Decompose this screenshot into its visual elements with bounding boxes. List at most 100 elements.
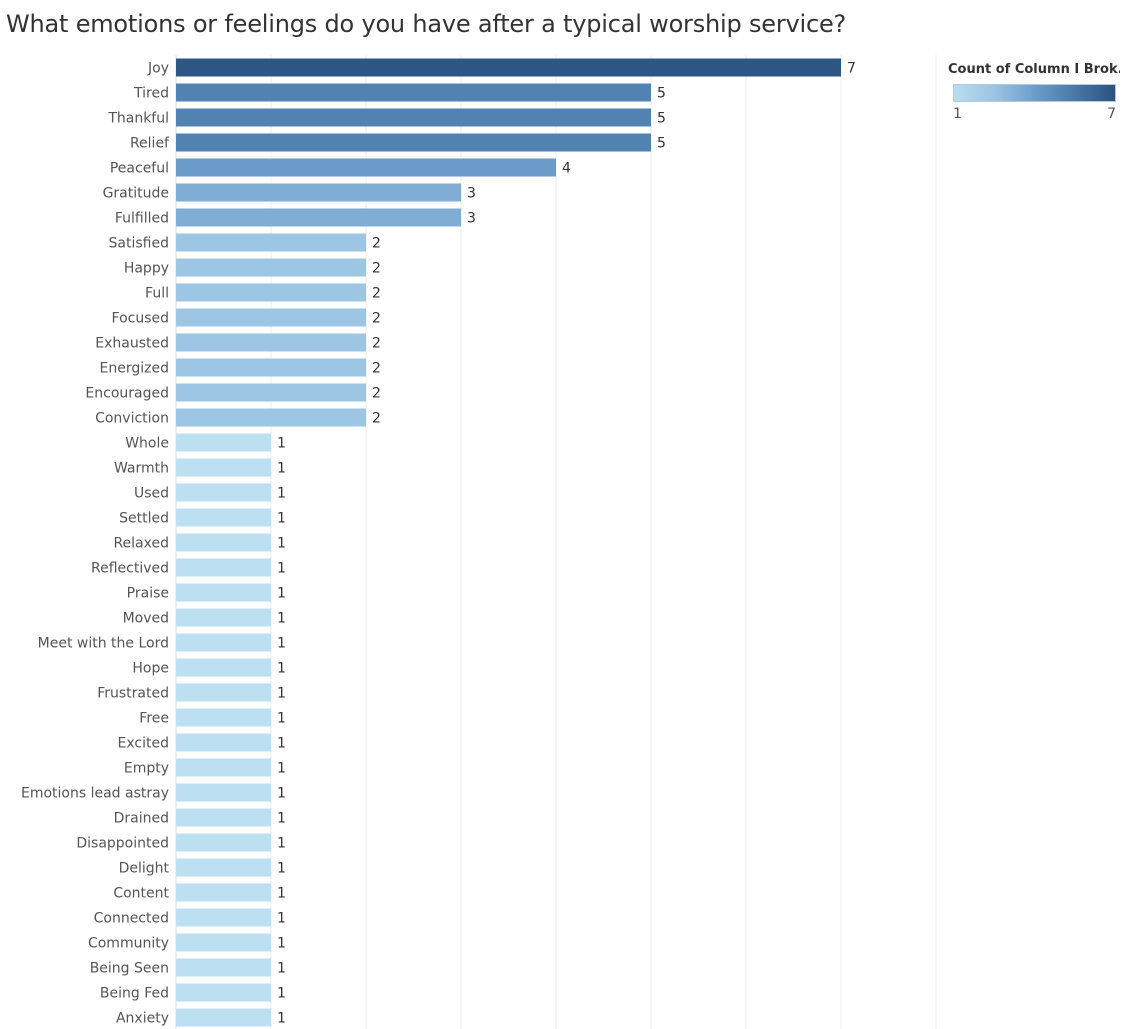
bar-happy[interactable] <box>176 258 366 277</box>
category-label: Fulfilled <box>115 211 169 227</box>
bar-encouraged[interactable] <box>176 383 366 402</box>
category-label: Energized <box>100 361 169 377</box>
bar-joy[interactable] <box>176 58 841 77</box>
category-label: Conviction <box>95 411 169 427</box>
category-label: Delight <box>119 861 170 877</box>
bar-thankful[interactable] <box>176 108 651 127</box>
bar-conviction[interactable] <box>176 408 366 427</box>
bar-hope[interactable] <box>176 658 271 677</box>
bar-tired[interactable] <box>176 83 651 102</box>
bar-disappointed[interactable] <box>176 833 271 852</box>
bar-empty[interactable] <box>176 758 271 777</box>
bar-meet-with-the-lord[interactable] <box>176 633 271 652</box>
bar-being-seen[interactable] <box>176 958 271 977</box>
bar-full[interactable] <box>176 283 366 302</box>
value-label: 1 <box>277 611 286 627</box>
legend-min-label: 1 <box>953 106 962 122</box>
category-label: Exhausted <box>95 336 169 352</box>
value-label: 2 <box>372 261 381 277</box>
value-label: 1 <box>277 561 286 577</box>
category-label: Praise <box>127 586 169 602</box>
category-label: Satisfied <box>109 236 169 252</box>
category-label: Hope <box>132 661 169 677</box>
value-label: 1 <box>277 761 286 777</box>
legend-max-label: 7 <box>1107 106 1116 122</box>
category-label: Excited <box>118 736 169 752</box>
value-label: 1 <box>277 811 286 827</box>
bar-delight[interactable] <box>176 858 271 877</box>
bar-whole[interactable] <box>176 433 271 452</box>
bar-content[interactable] <box>176 883 271 902</box>
bar-anxiety[interactable] <box>176 1008 271 1027</box>
category-label: Settled <box>119 511 169 527</box>
value-label: 2 <box>372 336 381 352</box>
bar-warmth[interactable] <box>176 458 271 477</box>
bar-peaceful[interactable] <box>176 158 556 177</box>
bar-moved[interactable] <box>176 608 271 627</box>
color-legend: Count of Column I Brok.. 1 7 <box>948 62 1120 122</box>
value-label: 1 <box>277 936 286 952</box>
value-label: 2 <box>372 386 381 402</box>
value-label: 1 <box>277 911 286 927</box>
value-label: 5 <box>657 86 666 102</box>
category-label: Gratitude <box>103 186 169 202</box>
bar-chart: Joy 7 Tired 5 Thankful 5 Relief 5 Peaceful 4 Grati… <box>21 55 937 1029</box>
category-label: Community <box>88 936 169 952</box>
bar-satisfied[interactable] <box>176 233 366 252</box>
value-label: 1 <box>277 536 286 552</box>
bar-community[interactable] <box>176 933 271 952</box>
category-label: Free <box>139 711 169 727</box>
category-label: Full <box>145 286 169 302</box>
bar-gratitude[interactable] <box>176 183 461 202</box>
category-label: Content <box>113 886 169 902</box>
bar-reflectived[interactable] <box>176 558 271 577</box>
value-label: 2 <box>372 311 381 327</box>
bar-frustrated[interactable] <box>176 683 271 702</box>
category-label: Drained <box>114 811 169 827</box>
value-label: 1 <box>277 486 286 502</box>
value-label: 5 <box>657 136 666 152</box>
category-label: Peaceful <box>110 161 169 177</box>
category-label: Tired <box>133 86 169 102</box>
value-label: 2 <box>372 286 381 302</box>
category-label: Joy <box>147 61 169 77</box>
bar-praise[interactable] <box>176 583 271 602</box>
bar-focused[interactable] <box>176 308 366 327</box>
category-label: Relief <box>130 136 170 152</box>
category-label: Happy <box>124 261 169 277</box>
value-label: 1 <box>277 1011 286 1027</box>
legend-title: Count of Column I Brok.. <box>948 62 1120 77</box>
bar-used[interactable] <box>176 483 271 502</box>
bar-emotions-lead-astray[interactable] <box>176 783 271 802</box>
bar-free[interactable] <box>176 708 271 727</box>
bar-settled[interactable] <box>176 508 271 527</box>
category-label: Used <box>134 486 169 502</box>
value-label: 1 <box>277 836 286 852</box>
category-label: Emotions lead astray <box>21 786 169 802</box>
category-label: Empty <box>124 761 169 777</box>
bar-relief[interactable] <box>176 133 651 152</box>
bar-fulfilled[interactable] <box>176 208 461 227</box>
value-label: 1 <box>277 436 286 452</box>
value-label: 1 <box>277 686 286 702</box>
value-label: 1 <box>277 961 286 977</box>
category-label: Encouraged <box>85 386 169 402</box>
category-label: Thankful <box>107 111 169 127</box>
value-label: 1 <box>277 736 286 752</box>
value-label: 7 <box>847 61 856 77</box>
value-label: 2 <box>372 361 381 377</box>
value-label: 1 <box>277 711 286 727</box>
bar-drained[interactable] <box>176 808 271 827</box>
value-label: 1 <box>277 461 286 477</box>
legend-ticks: 1 7 <box>953 106 1116 122</box>
value-label: 1 <box>277 511 286 527</box>
bar-relaxed[interactable] <box>176 533 271 552</box>
bar-connected[interactable] <box>176 908 271 927</box>
bar-excited[interactable] <box>176 733 271 752</box>
value-label: 4 <box>562 161 571 177</box>
bar-being-fed[interactable] <box>176 983 271 1002</box>
category-label: Disappointed <box>76 836 169 852</box>
bar-energized[interactable] <box>176 358 366 377</box>
chart-title: What emotions or feelings do you have af… <box>6 10 847 38</box>
bar-exhausted[interactable] <box>176 333 366 352</box>
